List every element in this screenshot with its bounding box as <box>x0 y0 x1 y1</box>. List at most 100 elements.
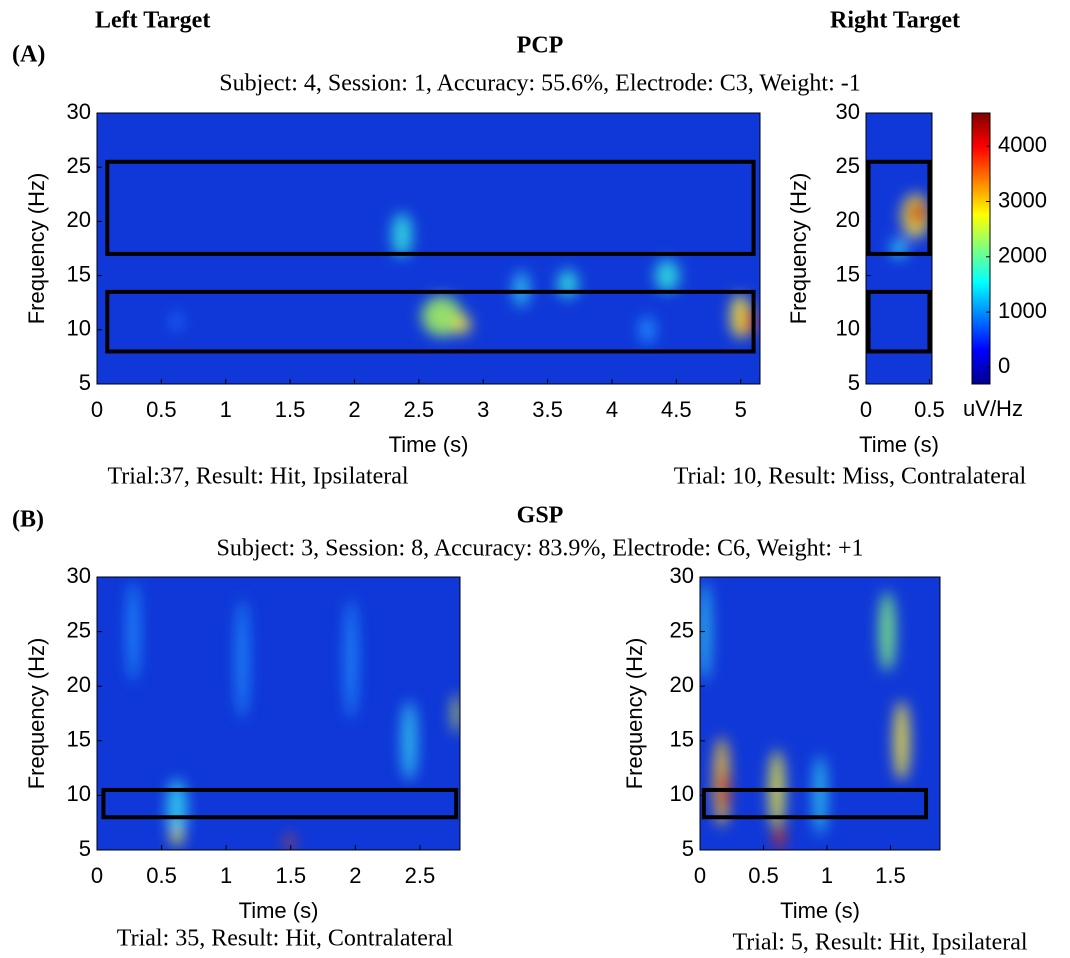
y-tick-label: 30 <box>67 563 91 588</box>
x-tick-label: 0.5 <box>146 863 177 888</box>
colorbar-label: uV/Hz <box>963 396 1023 421</box>
caption: Trial: 5, Result: Hit, Ipsilateral <box>732 930 1027 956</box>
band-box <box>101 787 459 820</box>
band-box <box>105 159 756 256</box>
colorbar-tick-label: 1000 <box>998 298 1047 323</box>
x-tick-label: 2.5 <box>405 863 436 888</box>
plot-frame <box>96 576 461 851</box>
colorbar-tick-label: 3000 <box>998 187 1047 212</box>
x-tick-label: 2 <box>348 397 360 422</box>
band-box <box>866 159 932 256</box>
y-tick-label: 10 <box>67 781 91 806</box>
band-box <box>866 289 932 354</box>
panel-title: PCP <box>517 33 564 59</box>
heatmap-blob <box>285 833 294 850</box>
x-tick-label: 1 <box>220 397 232 422</box>
y-tick-label: 30 <box>670 563 694 588</box>
x-tick-label: 1.5 <box>275 397 306 422</box>
x-tick-label: 4 <box>606 397 618 422</box>
panel-title: GSP <box>517 503 564 529</box>
heatmap-blob <box>513 271 530 308</box>
y-tick-label: 10 <box>836 316 860 341</box>
heatmap-blob <box>421 296 462 337</box>
y-tick-label: 30 <box>67 99 91 124</box>
colorbar-tick-label: 0 <box>998 353 1010 378</box>
y-tick-label: 5 <box>79 370 91 395</box>
y-tick-label: 5 <box>848 370 860 395</box>
right-heading: Right Target <box>830 8 960 34</box>
heatmap-bg <box>97 113 760 384</box>
x-tick-label: 0 <box>91 863 103 888</box>
panel-label: (B) <box>12 507 44 533</box>
heatmap-texture <box>127 581 460 850</box>
y-tick-label: 20 <box>67 207 91 232</box>
y-tick-label: 15 <box>836 261 860 286</box>
band-box <box>105 289 756 354</box>
colorbar-tick-label: 4000 <box>998 132 1047 157</box>
heatmap <box>97 577 460 850</box>
y-tick-label: 20 <box>670 672 694 697</box>
heatmap-blob <box>893 700 910 781</box>
heatmap-blob <box>345 598 358 719</box>
y-tick-label: 15 <box>67 727 91 752</box>
y-tick-label: 25 <box>67 153 91 178</box>
y-tick-label: 20 <box>836 207 860 232</box>
x-tick-label: 2.5 <box>404 397 435 422</box>
y-tick-label: 10 <box>670 781 694 806</box>
x-axis-label: Time (s) <box>780 898 860 923</box>
heatmap-blob <box>639 315 656 344</box>
y-tick-label: 25 <box>67 617 91 642</box>
x-axis-label: Time (s) <box>239 898 319 923</box>
y-tick-label: 25 <box>670 617 694 642</box>
x-tick-label: 0.5 <box>914 397 945 422</box>
heatmap-blob <box>452 314 471 335</box>
y-tick-label: 20 <box>67 672 91 697</box>
y-tick-label: 25 <box>836 153 860 178</box>
x-axis-label: Time (s) <box>389 432 469 457</box>
y-axis-label: Frequency (Hz) <box>786 173 811 325</box>
y-tick-label: 15 <box>670 727 694 752</box>
heatmap-blob <box>814 755 826 836</box>
y-axis-label: Frequency (Hz) <box>24 638 49 790</box>
caption: Trial: 10, Result: Miss, Contralateral <box>674 464 1027 490</box>
heatmap-bg <box>97 577 460 850</box>
heatmap <box>866 113 932 384</box>
y-tick-label: 15 <box>67 261 91 286</box>
heatmap <box>700 577 940 850</box>
heatmap-texture <box>171 212 757 344</box>
y-axis-label: Frequency (Hz) <box>622 638 647 790</box>
x-tick-label: 1.5 <box>275 863 306 888</box>
heatmap-blob <box>655 259 680 292</box>
x-tick-label: 5 <box>735 397 747 422</box>
caption: Trial:37, Result: Hit, Ipsilateral <box>107 464 408 490</box>
heatmap-blob <box>391 212 412 257</box>
x-tick-label: 2 <box>349 863 361 888</box>
x-axis-label: Time (s) <box>859 432 939 457</box>
heatmap-blob <box>879 591 896 672</box>
plot-frame <box>865 112 933 385</box>
y-axis-label: Frequency (Hz) <box>24 173 49 325</box>
plot-frame <box>699 576 941 851</box>
band-box <box>701 787 929 820</box>
colorbar-tick-label: 2000 <box>998 243 1047 268</box>
panel-label: (A) <box>12 42 45 68</box>
y-tick-label: 10 <box>67 316 91 341</box>
plot-frame <box>96 112 761 385</box>
panel-subtitle: Subject: 4, Session: 1, Accuracy: 55.6%,… <box>219 71 861 97</box>
y-tick-label: 5 <box>79 836 91 861</box>
caption: Trial: 35, Result: Hit, Contralateral <box>117 926 454 952</box>
x-tick-label: 0.5 <box>146 397 177 422</box>
heatmap-blob <box>170 826 183 847</box>
colorbar <box>971 112 991 385</box>
x-tick-label: 1.5 <box>875 863 906 888</box>
heatmap-blob <box>452 693 460 734</box>
x-tick-label: 0.5 <box>748 863 779 888</box>
left-heading: Left Target <box>95 8 210 34</box>
panel-subtitle: Subject: 3, Session: 8, Accuracy: 83.9%,… <box>216 536 863 562</box>
heatmap-blob <box>127 581 140 682</box>
heatmap-blob <box>774 822 785 850</box>
heatmap-blob <box>700 581 711 682</box>
y-tick-label: 30 <box>836 99 860 124</box>
x-tick-label: 0 <box>860 397 872 422</box>
